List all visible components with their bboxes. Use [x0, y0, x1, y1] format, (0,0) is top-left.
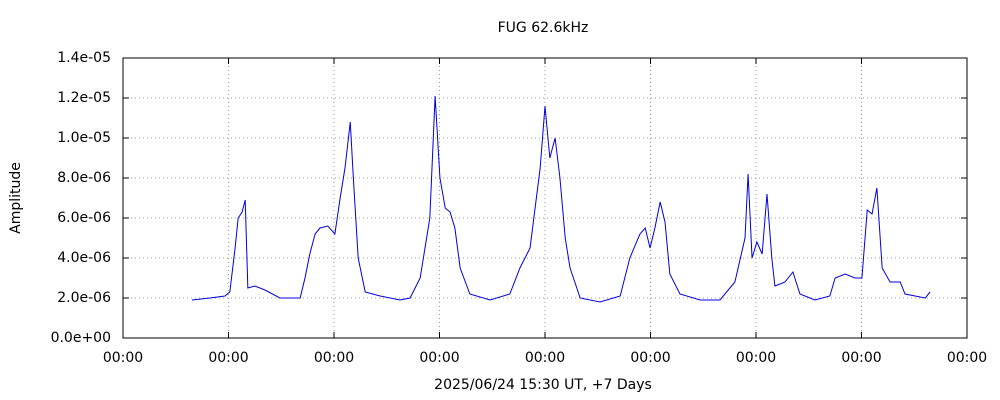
y-tick-label: 2.0e-06	[57, 290, 111, 306]
chart-title: FUG 62.6kHz	[498, 20, 589, 36]
plot-frame	[122, 57, 968, 339]
y-tick-label: 8.0e-06	[57, 170, 111, 186]
x-tick-label: 00:00	[630, 350, 670, 366]
x-tick-label: 00:00	[525, 350, 565, 366]
y-tick-label: 1.2e-05	[57, 90, 111, 106]
y-tick-label: 4.0e-06	[57, 250, 111, 266]
y-axis-label: Amplitude	[8, 162, 24, 234]
x-axis-label: 2025/06/24 15:30 UT, +7 Days	[434, 377, 652, 393]
x-tick-label: 00:00	[314, 350, 354, 366]
y-tick-label: 1.0e-05	[57, 130, 111, 146]
x-tick-label: 00:00	[841, 350, 881, 366]
x-tick-label: 00:00	[208, 350, 248, 366]
x-tick-label: 00:00	[947, 350, 987, 366]
y-tick-label: 1.4e-05	[57, 50, 111, 66]
y-tick-label: 0.0e+00	[51, 330, 111, 346]
data-line	[191, 95, 931, 303]
y-tick-label: 6.0e-06	[57, 210, 111, 226]
x-tick-label: 00:00	[419, 350, 459, 366]
x-tick-label: 00:00	[103, 350, 143, 366]
x-tick-label: 00:00	[736, 350, 776, 366]
